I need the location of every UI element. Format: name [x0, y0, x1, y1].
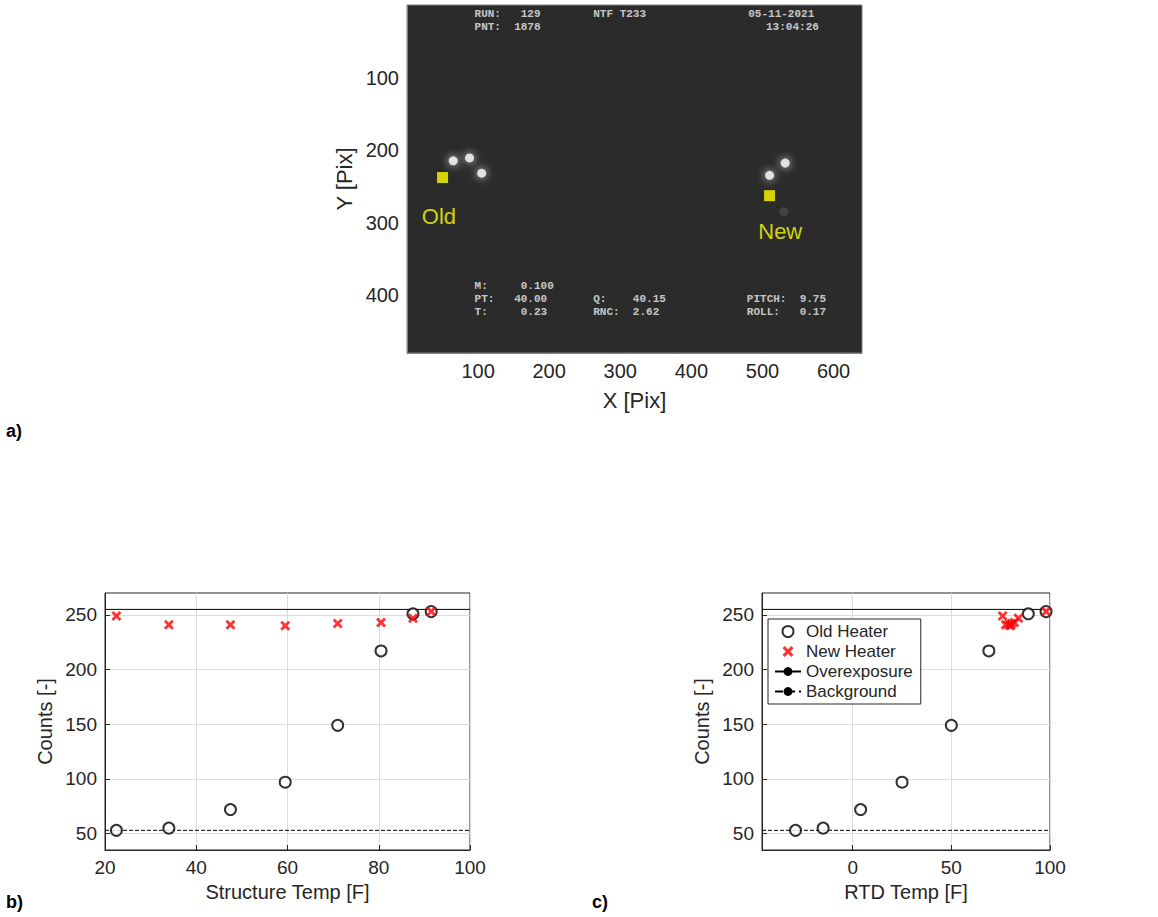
svg-text:60: 60 — [277, 857, 298, 878]
svg-text:Old: Old — [422, 204, 456, 229]
svg-text:40: 40 — [186, 857, 207, 878]
svg-text:New Heater: New Heater — [806, 642, 896, 661]
svg-text:Old Heater: Old Heater — [806, 622, 889, 641]
svg-text:100: 100 — [454, 857, 486, 878]
svg-text:Y [Pix]: Y [Pix] — [332, 147, 357, 210]
svg-text:500: 500 — [746, 360, 779, 382]
svg-text:RUN: 129: RUN: 129 — [475, 8, 541, 20]
svg-text:200: 200 — [533, 360, 566, 382]
svg-text:Counts [-]: Counts [-] — [34, 678, 56, 765]
svg-text:Background: Background — [806, 682, 897, 701]
svg-text:NTF T233: NTF T233 — [593, 8, 646, 20]
svg-text:100: 100 — [65, 768, 97, 789]
svg-text:0: 0 — [847, 857, 858, 878]
svg-text:250: 250 — [722, 604, 754, 625]
svg-text:100: 100 — [461, 360, 494, 382]
svg-text:Q: 40.15: Q: 40.15 — [593, 293, 666, 305]
svg-text:100: 100 — [366, 67, 399, 89]
svg-text:b): b) — [6, 892, 23, 912]
svg-text:PITCH: 9.75: PITCH: 9.75 — [747, 293, 827, 305]
svg-text:a): a) — [6, 421, 22, 441]
svg-text:PNT: 1878: PNT: 1878 — [475, 21, 541, 33]
svg-text:50: 50 — [941, 857, 962, 878]
svg-text:Structure Temp [F]: Structure Temp [F] — [205, 881, 369, 903]
svg-text:c): c) — [592, 892, 608, 912]
svg-text:100: 100 — [722, 768, 754, 789]
svg-text:300: 300 — [366, 212, 399, 234]
svg-text:PT: 40.00: PT: 40.00 — [475, 293, 548, 305]
svg-text:250: 250 — [65, 604, 97, 625]
svg-text:150: 150 — [722, 714, 754, 735]
svg-text:300: 300 — [604, 360, 637, 382]
svg-text:ROLL: 0.17: ROLL: 0.17 — [747, 306, 826, 318]
svg-text:20: 20 — [94, 857, 115, 878]
svg-text:150: 150 — [65, 714, 97, 735]
svg-text:50: 50 — [76, 823, 97, 844]
svg-text:13:04:26: 13:04:26 — [766, 21, 819, 33]
svg-text:RNC: 2.62: RNC: 2.62 — [593, 306, 659, 318]
svg-text:600: 600 — [817, 360, 850, 382]
svg-text:200: 200 — [722, 659, 754, 680]
svg-text:100: 100 — [1034, 857, 1066, 878]
svg-text:05-11-2021: 05-11-2021 — [748, 8, 814, 20]
svg-text:50: 50 — [733, 823, 754, 844]
svg-text:Counts [-]: Counts [-] — [691, 678, 713, 765]
svg-text:400: 400 — [675, 360, 708, 382]
svg-text:New: New — [758, 219, 802, 244]
svg-text:400: 400 — [366, 284, 399, 306]
svg-text:80: 80 — [368, 857, 389, 878]
svg-text:M: 0.100: M: 0.100 — [475, 280, 554, 292]
svg-text:Overexposure: Overexposure — [806, 662, 913, 681]
svg-text:T: 0.23: T: 0.23 — [475, 306, 548, 318]
svg-text:200: 200 — [65, 659, 97, 680]
svg-text:RTD Temp [F]: RTD Temp [F] — [844, 881, 968, 903]
svg-text:X [Pix]: X [Pix] — [603, 388, 667, 413]
svg-text:200: 200 — [366, 139, 399, 161]
